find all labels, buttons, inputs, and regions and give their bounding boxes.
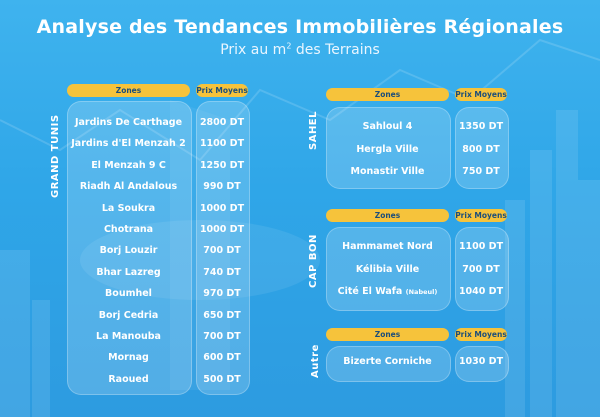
zone-name: Borj Cedria	[98, 309, 159, 321]
zone-name: Jardins De Carthage	[74, 117, 183, 128]
prix-header: Prix Moyens	[455, 209, 507, 222]
prix-panel-grand-tunis	[196, 101, 250, 395]
zone-name: Hergla Ville	[356, 143, 419, 155]
zone-name: Sahloul 4	[362, 121, 413, 132]
prix-header: Prix Moyens	[196, 84, 248, 97]
prix-panel-autre	[455, 346, 509, 382]
prix-header: Prix Moyens	[455, 328, 507, 341]
zones-panel-autre	[326, 346, 451, 382]
zone-price: 1040 DT	[458, 286, 504, 297]
zone-name: El Menzah 9 C	[91, 159, 166, 171]
zone-price: 2800 DT	[199, 117, 245, 128]
zone-name: Monastir Ville	[350, 166, 425, 177]
zone-price: 800 DT	[462, 143, 500, 155]
zone-price: 700 DT	[203, 245, 241, 257]
page-title: Analyse des Tendances Immobilières Régio…	[36, 16, 564, 38]
zone-price: 1100 DT	[458, 241, 504, 252]
zones-header: Zones	[326, 328, 449, 341]
zone-name: Chotrana	[103, 224, 154, 235]
zone-name: Jardins d'El Menzah 2	[71, 138, 186, 150]
prix-panel-sahel	[455, 107, 509, 189]
region-label-autre: Autre	[310, 344, 321, 378]
zone-name: Boumhel	[105, 288, 152, 300]
zone-name: Bhar Lazreg	[96, 266, 161, 278]
zones-panel-sahel	[326, 107, 451, 189]
zone-price: 1000 DT	[199, 224, 245, 235]
prix-panel-cap-bon	[455, 227, 509, 311]
region-label-sahel: SAHEL	[308, 110, 319, 150]
zone-name: La Manouba	[96, 331, 161, 342]
zone-name: La Soukra	[101, 202, 156, 214]
zone-price: 700 DT	[203, 331, 241, 342]
zone-price: 1250 DT	[199, 159, 245, 171]
zone-price: 1030 DT	[458, 356, 504, 367]
zone-price: 650 DT	[203, 309, 241, 321]
zone-price: 970 DT	[203, 288, 241, 300]
region-label-grand-tunis: GRAND TUNIS	[50, 114, 61, 198]
zone-price: 600 DT	[203, 352, 241, 364]
zone-price: 1000 DT	[199, 202, 245, 214]
zone-name: Raoued	[108, 373, 149, 385]
zone-price: 740 DT	[203, 266, 241, 278]
zone-name: Kélibia Ville	[355, 263, 420, 275]
zones-panel-cap-bon	[326, 227, 451, 311]
zone-price: 1100 DT	[199, 138, 245, 150]
page-subtitle: Prix au m2 des Terrains	[220, 41, 380, 58]
zone-name: Cité El Wafa (Nabeul)	[337, 286, 438, 297]
zone-note: (Nabeul)	[405, 288, 438, 296]
zone-name: Bizerte Corniche	[343, 356, 432, 367]
zone-price: 750 DT	[462, 166, 500, 177]
zone-price: 500 DT	[203, 373, 241, 385]
region-label-cap-bon: CAP BON	[308, 234, 319, 288]
zones-panel-grand-tunis	[67, 101, 192, 395]
zone-price: 990 DT	[203, 181, 241, 193]
zones-header: Zones	[326, 88, 449, 101]
zone-price: 700 DT	[462, 263, 500, 275]
zone-name: Mornag	[108, 352, 149, 364]
zone-name: Hammamet Nord	[342, 241, 433, 252]
prix-header: Prix Moyens	[455, 88, 507, 101]
zone-name: Borj Louzir	[99, 245, 158, 257]
zone-name: Riadh Al Andalous	[79, 181, 178, 193]
zone-price: 1350 DT	[458, 121, 504, 132]
zones-header: Zones	[67, 84, 190, 97]
zones-header: Zones	[326, 209, 449, 222]
